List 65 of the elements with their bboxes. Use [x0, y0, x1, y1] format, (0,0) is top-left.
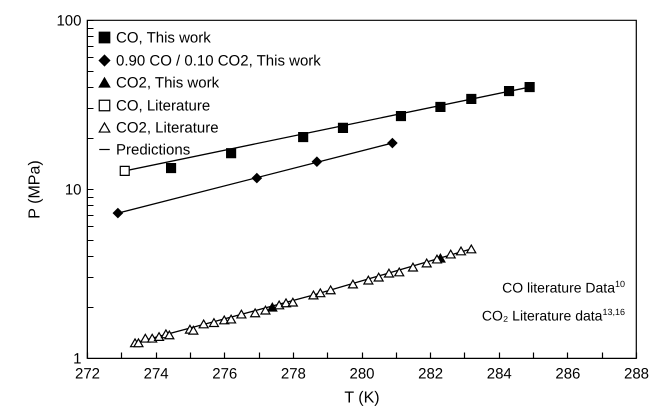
- point: [422, 258, 432, 268]
- point: [348, 280, 358, 288]
- point: [188, 326, 198, 335]
- x-tick-label: 280: [349, 366, 375, 382]
- point: [208, 318, 220, 328]
- point: [298, 132, 308, 142]
- point: [120, 166, 130, 176]
- point: [435, 102, 446, 112]
- point: [312, 156, 322, 167]
- y-tick-label: 100: [56, 12, 82, 30]
- point: [466, 244, 476, 254]
- point: [338, 122, 348, 133]
- point: [504, 86, 514, 96]
- y-tick-label: 1: [73, 350, 82, 368]
- point: [260, 306, 270, 315]
- point: [456, 246, 466, 256]
- point: [274, 300, 284, 310]
- point: [219, 315, 230, 324]
- x-tick-label: 274: [144, 366, 169, 382]
- point: [374, 272, 384, 282]
- annotation: CO₂ Literature data$^{13,16}$: [482, 306, 625, 326]
- point: [133, 338, 144, 348]
- point: [252, 173, 262, 184]
- point: [315, 288, 326, 298]
- y-tick-label: 10: [64, 182, 82, 198]
- point: [166, 162, 176, 174]
- legend-label: CO2, This work: [116, 74, 220, 92]
- legend-label: 0.90 CO / 0.10 CO2, This work: [116, 52, 322, 70]
- point: [250, 308, 260, 318]
- point: [112, 208, 123, 218]
- point: [363, 276, 374, 285]
- x-axis-title: T (K): [344, 390, 380, 406]
- point: [147, 334, 158, 343]
- x-tick-label: 278: [280, 366, 306, 382]
- x-tick-label: 284: [486, 366, 512, 382]
- point: [267, 302, 278, 312]
- legend-label: CO, This work: [116, 30, 212, 46]
- point: [236, 310, 246, 319]
- point: [396, 111, 406, 122]
- legend-label: CO, Literature: [116, 98, 210, 114]
- annotation: CO literature Data$^{10}$: [501, 278, 625, 298]
- point: [326, 285, 336, 294]
- legend-label: CO2, Literature: [116, 120, 219, 136]
- x-tick-label: 282: [418, 366, 444, 382]
- point: [394, 267, 404, 276]
- point: [164, 330, 174, 340]
- point: [446, 250, 456, 259]
- x-tick-label: 272: [74, 366, 100, 382]
- point: [226, 314, 236, 324]
- point: [308, 290, 319, 300]
- x-tick-label: 288: [624, 366, 649, 382]
- point: [384, 268, 394, 278]
- point: [154, 332, 164, 341]
- x-tick-label: 286: [555, 366, 580, 382]
- point: [198, 319, 209, 328]
- point: [432, 254, 442, 264]
- point: [466, 94, 476, 104]
- y-axis-title: P (MPa): [26, 160, 44, 219]
- point: [288, 298, 298, 307]
- x-tick-label: 276: [212, 366, 238, 382]
- legend-label: Predictions: [116, 142, 190, 158]
- point: [524, 82, 535, 92]
- point: [408, 262, 418, 272]
- point: [226, 148, 236, 158]
- point: [387, 138, 398, 148]
